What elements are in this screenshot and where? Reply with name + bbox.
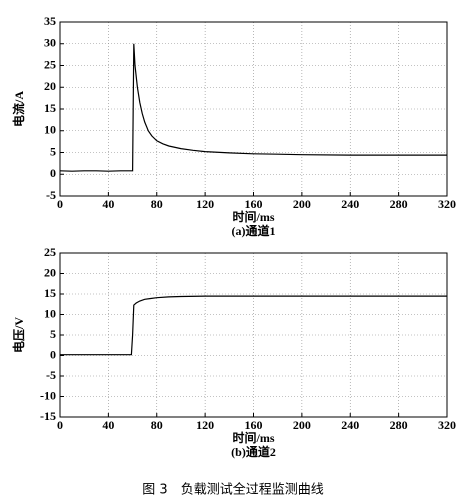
y-tick-label: 25 — [44, 245, 56, 259]
y-tick-label: 0 — [50, 166, 56, 180]
x-tick-label: 40 — [102, 197, 114, 211]
x-tick-label: 120 — [196, 418, 214, 432]
plot-frame — [59, 21, 448, 197]
x-tick-label: 240 — [341, 197, 359, 211]
y-axis-label: 电流/A — [11, 91, 26, 127]
y-tick-label: 15 — [44, 286, 56, 300]
y-tick-label: -15 — [40, 409, 56, 423]
x-tick-label: 160 — [245, 197, 263, 211]
chart-subtitle: (a)通道1 — [232, 223, 276, 238]
x-tick-label: 200 — [293, 197, 311, 211]
x-tick-label: 200 — [293, 418, 311, 432]
y-tick-label: 10 — [44, 123, 56, 137]
y-tick-label: -5 — [46, 188, 56, 202]
y-tick-label: 20 — [44, 265, 56, 279]
x-axis-label: 时间/ms — [232, 209, 274, 224]
y-tick-label: 5 — [50, 144, 56, 158]
x-tick-label: 0 — [57, 197, 63, 211]
x-tick-label: 320 — [438, 418, 456, 432]
chart-subtitle: (b)通道2 — [231, 444, 276, 459]
y-tick-label: 5 — [50, 327, 56, 341]
x-tick-label: 0 — [57, 418, 63, 432]
x-tick-label: 240 — [341, 418, 359, 432]
x-tick-label: 280 — [390, 197, 408, 211]
y-axis-label: 电压/V — [11, 317, 26, 353]
y-tick-label: 20 — [44, 79, 56, 93]
y-tick-label: 15 — [44, 101, 56, 115]
y-tick-label: 35 — [44, 14, 56, 28]
y-tick-label: 0 — [50, 347, 56, 361]
y-tick-label: -10 — [40, 388, 56, 402]
caption: 图 3 负载测试全过程监测曲线 — [142, 482, 323, 498]
y-tick-label: 25 — [44, 57, 56, 71]
x-tick-label: 120 — [196, 197, 214, 211]
y-tick-label: 30 — [44, 36, 56, 50]
data-line — [60, 295, 447, 356]
y-tick-label: 10 — [44, 306, 56, 320]
x-tick-label: 280 — [390, 418, 408, 432]
x-axis-label: 时间/ms — [232, 430, 274, 445]
y-tick-label: -5 — [46, 368, 56, 382]
plot-frame — [59, 252, 448, 418]
x-tick-label: 80 — [151, 418, 163, 432]
x-tick-label: 80 — [151, 197, 163, 211]
x-tick-label: 40 — [102, 418, 114, 432]
x-tick-label: 160 — [245, 418, 263, 432]
x-tick-label: 320 — [438, 197, 456, 211]
data-line — [59, 43, 447, 172]
